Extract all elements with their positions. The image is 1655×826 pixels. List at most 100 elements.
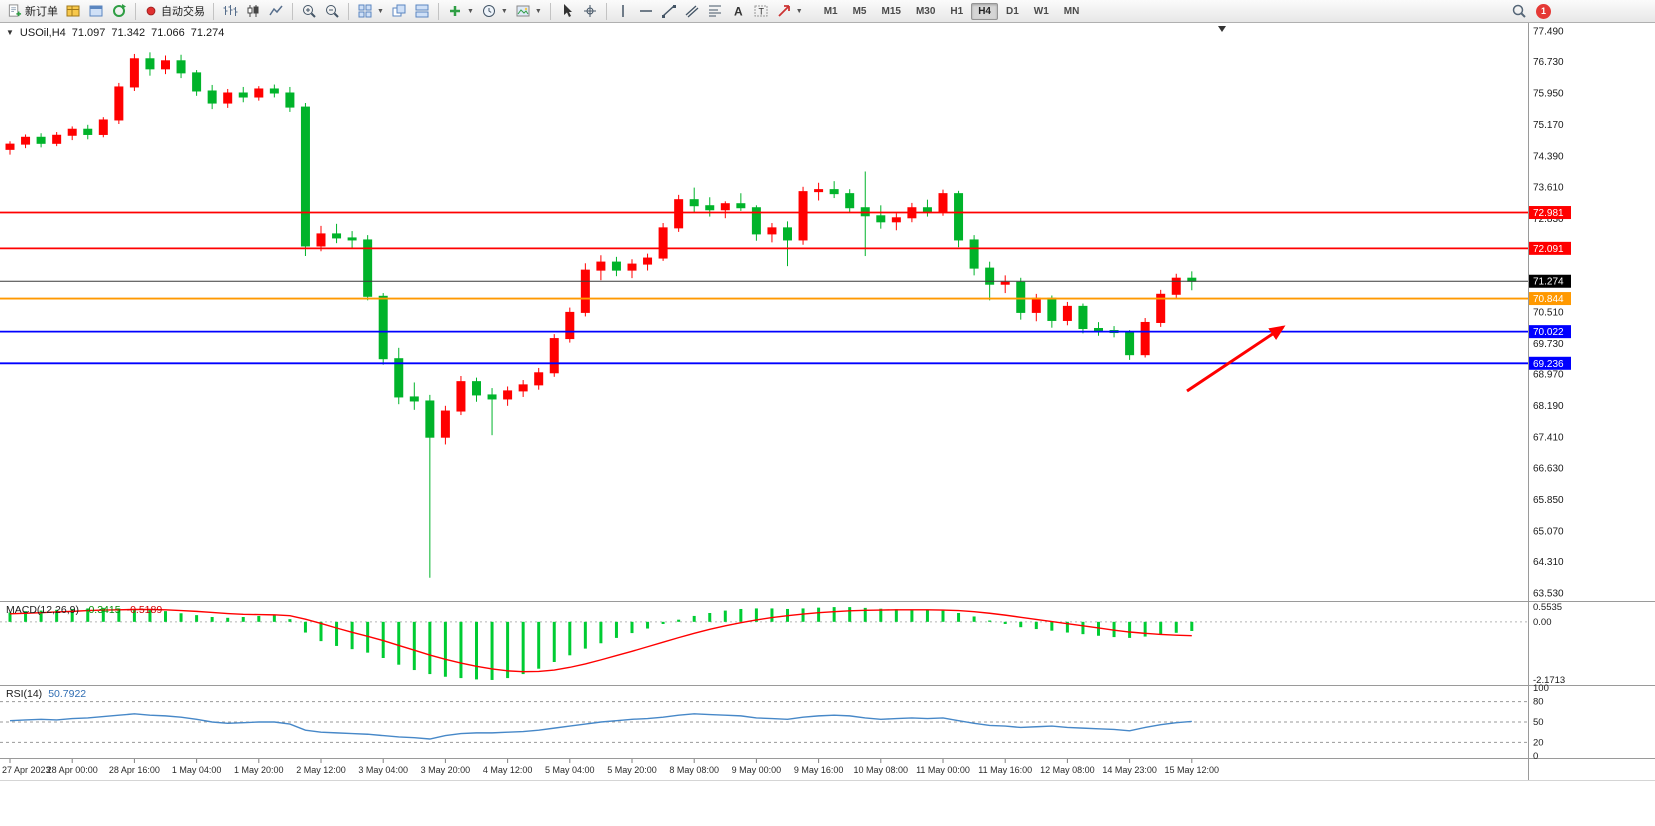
macd-axis-tick: -2.1713 [1533,675,1565,686]
navigator-icon [113,4,126,17]
text-label-button[interactable]: T [750,2,772,20]
price-tick: 73.610 [1533,183,1564,194]
timeframe-button-mn[interactable]: MN [1063,5,1080,17]
price-tick: 69.730 [1533,339,1564,350]
time-tick-label: 5 May 20:00 [607,765,657,775]
horizontal-line-button[interactable] [635,2,657,20]
macd-histogram [8,607,1194,680]
macd-axis-tick: 0.5535 [1533,602,1562,613]
rsi-name: RSI(14) [6,688,43,700]
time-tick-label: 2 May 12:00 [296,765,346,775]
price-tick: 65.850 [1533,495,1564,506]
price-tick: 75.950 [1533,88,1564,99]
time-tick-label: 28 Apr 00:00 [47,765,98,775]
timeframe-button-d1[interactable]: D1 [1006,5,1019,17]
auto-trading-button[interactable]: 自动交易 [141,2,208,20]
timeframe-button-m5[interactable]: M5 [852,5,867,17]
search-icon[interactable] [1511,3,1527,19]
svg-text:70.022: 70.022 [1533,327,1564,338]
cursor-icon [563,4,572,17]
tile-windows-button[interactable]: ▼ [354,2,387,20]
fibonacci-button[interactable] [704,2,726,20]
chevron-down-icon: ▼ [377,7,384,15]
line-chart-button[interactable] [265,2,287,20]
price-tick: 68.970 [1533,369,1564,380]
periods-button[interactable]: ▼ [478,2,511,20]
rsi-axis-tick: 100 [1533,683,1549,694]
price-tick: 65.070 [1533,527,1564,538]
timeframe-button-w1[interactable]: W1 [1033,5,1049,17]
macd-indicator-label: MACD(12,26,9) -0.3415 -0.5189 [6,604,162,616]
periods-clock-icon [482,5,495,17]
macd-signal-value: -0.5189 [126,604,163,616]
trendline-button[interactable] [658,2,680,20]
data-window-icon [89,5,103,17]
crosshair-button[interactable] [579,2,601,20]
timeframe-button-m30[interactable]: M30 [915,5,936,17]
toolbar-separator [605,2,607,20]
rsi-axis-tick: 0 [1533,751,1538,762]
timeframe-button-m15[interactable]: M15 [881,5,901,17]
new-order-button[interactable]: 新订单 [4,2,61,20]
timeframe-button-m1[interactable]: M1 [823,5,838,17]
notifications-badge[interactable]: 1 [1536,3,1551,19]
rsi-line [9,713,1192,740]
market-watch-button[interactable] [62,2,84,20]
price-tick: 63.530 [1533,589,1564,600]
navigator-button[interactable] [108,2,130,20]
time-tick-label: 4 May 12:00 [483,765,533,775]
text-label-icon: T [754,5,768,17]
cursor-button[interactable] [556,2,578,20]
toolbar-right-group: 1 [1511,3,1651,19]
arrange-windows-icon [415,4,429,18]
price-open: 71.097 [71,27,106,39]
price-tick: 70.510 [1533,308,1564,319]
time-tick-label: 11 May 16:00 [978,765,1032,775]
data-window-button[interactable] [85,2,107,20]
rsi-axis-tick: 50 [1533,717,1544,728]
channel-button[interactable] [681,2,703,20]
vertical-line-button[interactable] [612,2,634,20]
one-click-trading-expander-icon[interactable]: ▼ [6,28,14,37]
indicators-button[interactable]: ▼ [444,2,477,20]
timeframe-toolbar: M1 M5 M15 M30 H1 H4 D1 W1 MN [817,2,1087,20]
time-tick-label: 10 May 08:00 [854,765,909,775]
arrow-annotation[interactable] [1186,325,1286,393]
cascade-windows-button[interactable] [388,2,410,20]
arrow-shape-icon [778,5,790,17]
zoom-out-button[interactable] [321,2,343,20]
macd-name: MACD(12,26,9) [6,604,79,616]
chevron-down-icon: ▼ [466,7,474,15]
crosshair-icon [583,5,596,17]
bar-chart-button[interactable] [219,2,241,20]
shapes-button[interactable]: ▼ [773,2,806,20]
price-tick: 74.390 [1533,151,1564,162]
time-tick-label: 11 May 00:00 [916,765,970,775]
svg-text:A: A [734,5,743,19]
candlestick-chart-button[interactable] [242,2,264,20]
zoom-in-button[interactable] [298,2,320,20]
time-tick-label: 5 May 04:00 [545,765,595,775]
arrange-windows-button[interactable] [411,2,433,20]
price-badge [1529,325,1571,339]
price-axis: 77.490 76.730 75.950 75.170 74.390 73.610 72.8… [1529,27,1571,600]
price-tick: 76.730 [1533,57,1564,68]
time-tick-label: 3 May 04:00 [358,765,408,775]
text-button[interactable]: A [727,2,749,20]
auto-trading-label: 自动交易 [161,6,205,18]
time-tick-label: 14 May 23:00 [1102,765,1157,775]
timeframe-button-h4[interactable]: H4 [971,2,998,20]
svg-text:70.844: 70.844 [1533,294,1564,305]
timeframe-button-h1[interactable]: H1 [950,5,964,17]
vertical-line-icon [622,5,624,17]
price-badge [1529,206,1571,220]
line-chart-icon [269,5,283,16]
templates-button[interactable]: ▼ [512,2,545,20]
macd-main-value: -0.3415 [84,604,121,616]
time-tick-label: 28 Apr 16:00 [109,765,160,775]
time-tick-label: 27 Apr 2023 [2,765,51,775]
rsi-indicator-label: RSI(14) 50.7922 [6,688,86,700]
tile-windows-icon [358,4,372,18]
price-badge [1529,274,1571,288]
